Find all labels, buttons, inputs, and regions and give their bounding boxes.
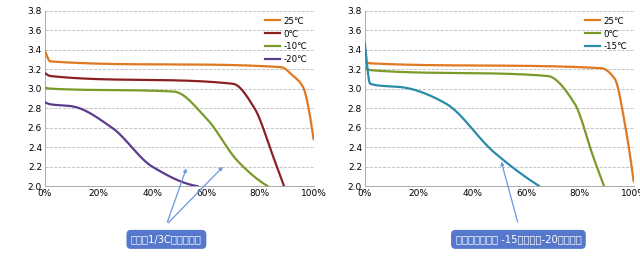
Legend: 25℃, 0℃, -10℃, -20℃: 25℃, 0℃, -10℃, -20℃ <box>263 15 309 66</box>
Legend: 25℃, 0℃, -15℃: 25℃, 0℃, -15℃ <box>583 15 629 53</box>
Text: 比亚迪的这颗在 -15度几乎和-20度相似了: 比亚迪的这颗在 -15度几乎和-20度相似了 <box>456 234 581 244</box>
Text: 电压在1/3C下掉的很快: 电压在1/3C下掉的很快 <box>131 234 202 244</box>
